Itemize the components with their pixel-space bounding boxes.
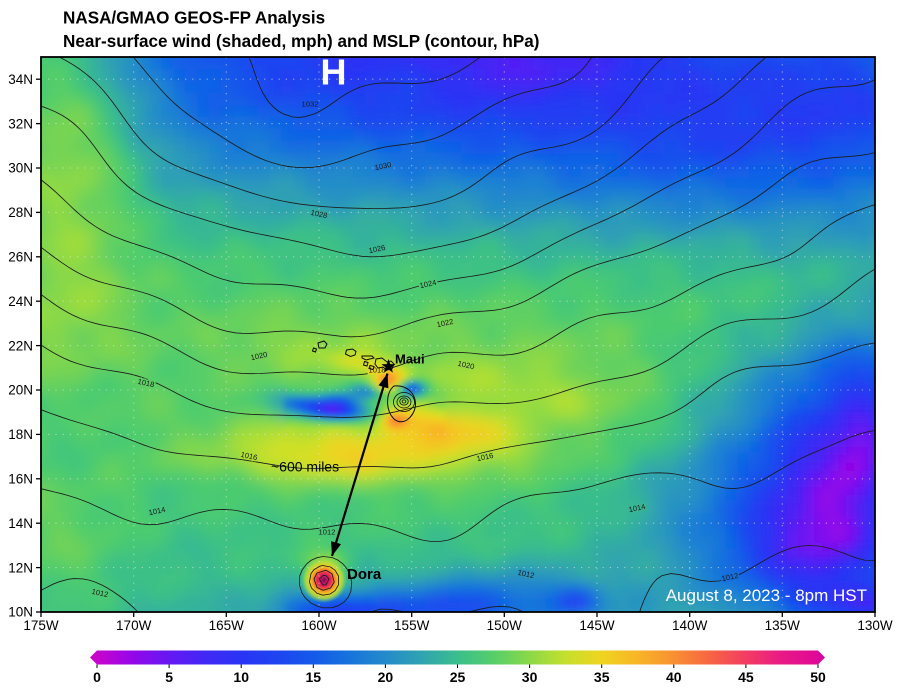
svg-text:NASA/GMAO GEOS-FP Analysis: NASA/GMAO GEOS-FP Analysis bbox=[63, 9, 325, 28]
svg-text:Near-surface wind (shaded, mph: Near-surface wind (shaded, mph) and MSLP… bbox=[63, 32, 539, 51]
